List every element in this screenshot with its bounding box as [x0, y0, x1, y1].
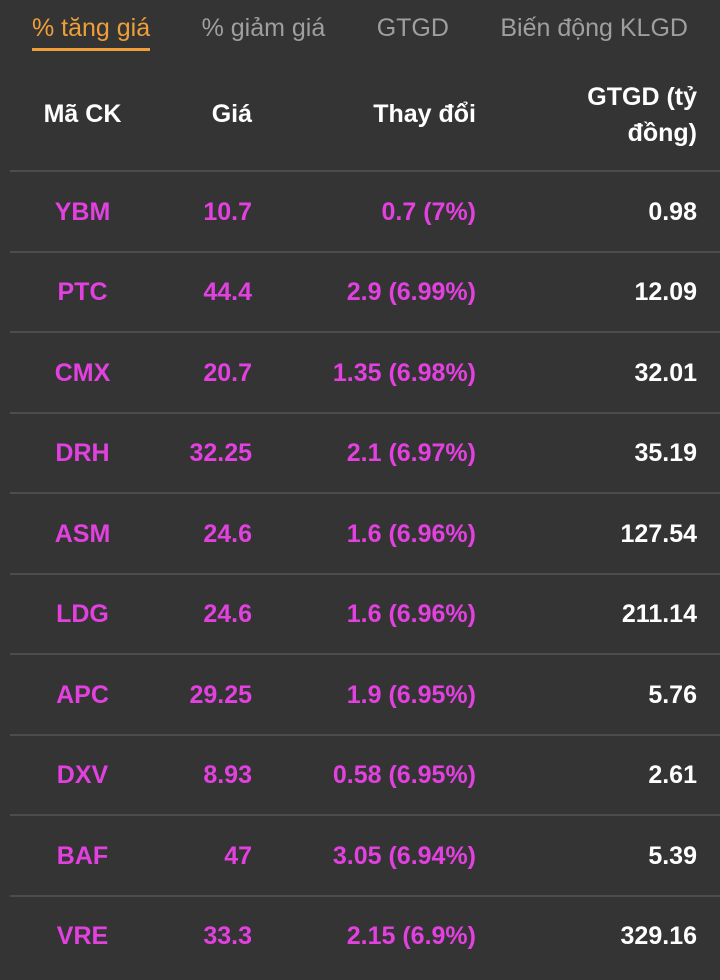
- tab-bar: % tăng giá % giảm giá GTGD Biến động KLG…: [0, 0, 720, 57]
- table-row[interactable]: APC 29.25 1.9 (6.95%) 5.76: [0, 655, 720, 736]
- tab[interactable]: GTGD: [377, 13, 449, 51]
- cell-symbol: APC: [56, 680, 109, 709]
- cell-change: 3.05 (6.94%): [332, 841, 476, 870]
- table-header: Mã CK Giá Thay đổi GTGD (tỷ đồng): [0, 57, 720, 172]
- cell-change: 0.58 (6.95%): [332, 761, 476, 790]
- cell-value: 329.16: [620, 922, 697, 951]
- cell-value: 5.39: [648, 841, 697, 870]
- cell-value: 127.54: [620, 519, 697, 548]
- cell-price: 8.93: [203, 761, 252, 790]
- cell-price: 47: [224, 841, 252, 870]
- table-row[interactable]: DXV 8.93 0.58 (6.95%) 2.61: [0, 736, 720, 817]
- cell-change: 0.7 (7%): [381, 197, 476, 226]
- tab-label: % giảm giá: [201, 14, 326, 42]
- cell-price: 33.3: [203, 922, 252, 951]
- cell-change: 1.9 (6.95%): [346, 680, 476, 709]
- cell-symbol: PTC: [57, 278, 108, 307]
- cell-symbol: DRH: [55, 439, 110, 468]
- cell-symbol: YBM: [54, 197, 111, 226]
- table-row[interactable]: CMX 20.7 1.35 (6.98%) 32.01: [0, 333, 720, 414]
- tab[interactable]: % giảm giá: [202, 13, 326, 51]
- cell-symbol: BAF: [56, 841, 109, 870]
- cell-symbol: VRE: [56, 922, 109, 951]
- table-row[interactable]: VRE 33.3 2.15 (6.9%) 329.16: [0, 897, 720, 978]
- cell-change: 2.1 (6.97%): [346, 439, 476, 468]
- tab-label: GTGD: [376, 14, 449, 42]
- cell-symbol: LDG: [56, 600, 109, 629]
- cell-price: 24.6: [203, 600, 252, 629]
- cell-value: 32.01: [634, 358, 697, 387]
- table-row[interactable]: LDG 24.6 1.6 (6.96%) 211.14: [0, 575, 720, 656]
- cell-change: 2.9 (6.99%): [346, 278, 476, 307]
- tab-label: Biến động KLGD: [500, 14, 688, 42]
- table-row[interactable]: BAF 47 3.05 (6.94%) 5.39: [0, 816, 720, 897]
- cell-value: 12.09: [634, 278, 697, 307]
- table-row[interactable]: YBM 10.7 0.7 (7%) 0.98: [0, 172, 720, 253]
- cell-price: 29.25: [189, 680, 252, 709]
- cell-value: 211.14: [621, 600, 697, 629]
- cell-change: 1.35 (6.98%): [332, 358, 476, 387]
- table-row[interactable]: PTC 44.4 2.9 (6.99%) 12.09: [0, 253, 720, 334]
- table-row[interactable]: DRH 32.25 2.1 (6.97%) 35.19: [0, 414, 720, 495]
- cell-change: 2.15 (6.9%): [346, 922, 476, 951]
- column-header-price: Giá: [211, 100, 252, 128]
- column-header-change: Thay đổi: [373, 100, 476, 128]
- cell-price: 44.4: [203, 278, 252, 307]
- cell-symbol: ASM: [54, 519, 111, 548]
- cell-price: 32.25: [189, 439, 252, 468]
- cell-value: 5.76: [648, 680, 697, 709]
- cell-value: 2.61: [648, 761, 697, 790]
- cell-change: 1.6 (6.96%): [346, 600, 476, 629]
- cell-symbol: CMX: [54, 358, 111, 387]
- cell-price: 20.7: [203, 358, 252, 387]
- cell-price: 10.7: [203, 197, 252, 226]
- tab[interactable]: % tăng giá: [32, 13, 151, 51]
- column-header-value: GTGD (tỷ đồng): [587, 82, 697, 147]
- cell-value: 0.98: [648, 197, 697, 226]
- cell-symbol: DXV: [56, 761, 109, 790]
- cell-value: 35.19: [634, 439, 697, 468]
- cell-price: 24.6: [203, 519, 252, 548]
- column-header-symbol: Mã CK: [43, 100, 122, 128]
- table-body: YBM 10.7 0.7 (7%) 0.98 PTC 44.4 2.9 (6.9…: [0, 172, 720, 977]
- cell-change: 1.6 (6.96%): [346, 519, 476, 548]
- table-row[interactable]: ASM 24.6 1.6 (6.96%) 127.54: [0, 494, 720, 575]
- tab[interactable]: Biến động KLGD: [500, 13, 688, 51]
- tab-label: % tăng giá: [32, 14, 151, 42]
